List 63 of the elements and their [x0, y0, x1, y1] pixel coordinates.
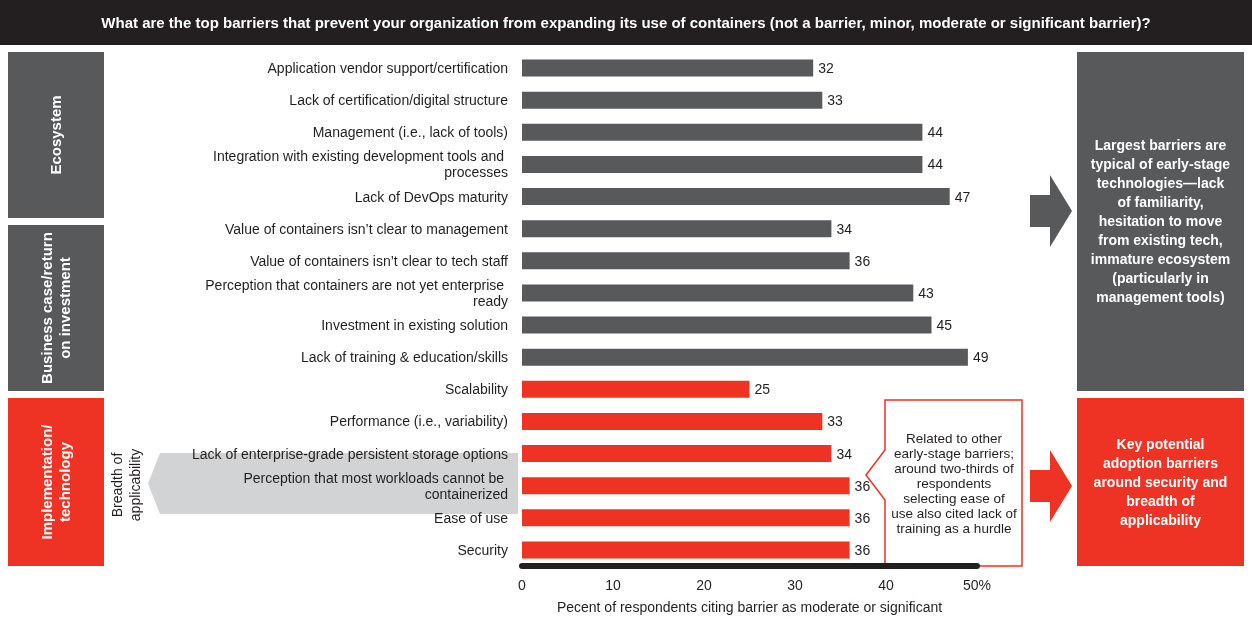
bar — [522, 59, 814, 77]
data-label: 45 — [936, 317, 953, 334]
data-label: 32 — [818, 60, 834, 77]
data-label: 49 — [972, 349, 989, 366]
data-label: 36 — [854, 252, 871, 269]
bar — [522, 445, 832, 463]
text: Implementation/ technology — [38, 423, 74, 542]
x-tick-label: 30 — [787, 577, 803, 593]
bar — [522, 284, 914, 302]
y-tick-label: Lack of certification/digital structure — [289, 92, 509, 109]
x-tick-label: 40 — [878, 577, 894, 593]
bar — [522, 380, 750, 398]
x-tick-label: 10 — [605, 577, 621, 593]
y-tick-label: Lack of enterprise-grade persistent storage options — [192, 445, 508, 462]
text: Breadth of applicability — [108, 447, 144, 524]
data-label: 36 — [854, 477, 871, 494]
y-tick-label: Security — [457, 541, 508, 558]
text: Business case/return on investment — [38, 231, 74, 386]
x-axis-title: Pecent of respondents citing barrier as moderate or significant — [556, 599, 943, 615]
bar — [522, 477, 850, 495]
bar — [522, 123, 923, 141]
data-label: 36 — [854, 509, 871, 526]
bar — [522, 316, 932, 334]
bar — [522, 91, 823, 109]
text: Key potential adoption barriers around security and breadth of applicability — [1077, 398, 1244, 566]
chart-title: What are the top barriers that prevent your organization from expanding its use of containers (not a barrier, minor, moderate or significant barrier)? — [0, 0, 1252, 45]
data-label: 25 — [754, 381, 771, 398]
y-tick-label: Investment in existing solution — [321, 317, 508, 334]
bar — [522, 155, 923, 173]
data-label: 34 — [836, 445, 853, 462]
y-tick-label: Value of containers isn’t clear to tech staff — [250, 252, 509, 269]
data-label: 33 — [827, 413, 844, 430]
y-tick-label: Ease of use — [434, 509, 509, 526]
annotation: Related to other early-stage barriers; around two-thirds of respondents selecting ease of use also cited lack of training as a hurdle — [890, 429, 1018, 538]
text: Ecosystem — [47, 94, 65, 177]
bar — [522, 188, 950, 206]
data-label: 33 — [827, 92, 844, 109]
y-tick-label: Perception that most workloads cannot be containerized — [243, 469, 508, 502]
data-label: 47 — [954, 188, 971, 205]
x-tick-label: 20 — [696, 577, 712, 593]
y-tick-label: Lack of DevOps maturity — [354, 188, 508, 205]
data-label: 36 — [854, 541, 871, 558]
bar — [522, 220, 832, 238]
bar — [522, 348, 968, 366]
bar — [522, 412, 823, 430]
data-label: 44 — [927, 124, 944, 141]
y-tick-label: Integration with existing development tools and processes — [213, 148, 508, 181]
x-tick-label: 0 — [518, 577, 527, 593]
text: Largest barriers are typical of early-stage technologies—lack of familiarity, hesitation to move from existing tech, immature ecosystem (particularly in management tools) — [1090, 137, 1231, 305]
bar — [522, 252, 850, 270]
y-tick-label: Lack of training & education/skills — [301, 349, 508, 366]
y-tick-label: Application vendor support/certification — [267, 60, 508, 77]
bar — [522, 541, 850, 559]
y-tick-label: Scalability — [444, 381, 508, 398]
data-label: 43 — [918, 284, 935, 301]
y-tick-label: Perception that containers are not yet enterprise ready — [205, 276, 508, 309]
data-label: 44 — [927, 156, 944, 173]
y-tick-label: Value of containers isn’t clear to management — [224, 220, 509, 237]
y-tick-label: Performance (i.e., variability) — [329, 413, 508, 430]
x-tick-label: 50% — [962, 577, 992, 593]
y-tick-label: Management (i.e., lack of tools) — [312, 124, 508, 141]
data-label: 34 — [836, 220, 853, 237]
bar — [522, 509, 850, 527]
